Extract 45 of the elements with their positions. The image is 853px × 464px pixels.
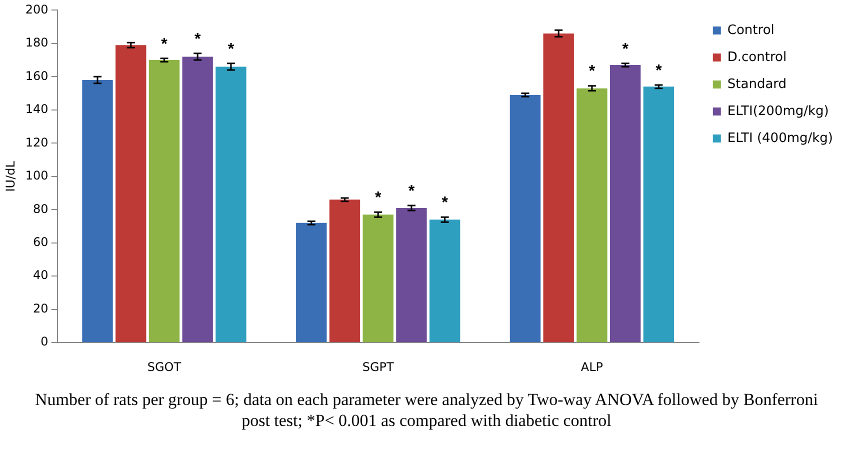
bar bbox=[296, 222, 327, 342]
y-tick-label: 40 bbox=[33, 268, 48, 282]
y-tick-label: 140 bbox=[25, 102, 48, 116]
x-tick-label: SGPT bbox=[362, 360, 395, 374]
x-tick-label: SGOT bbox=[147, 360, 182, 374]
data-label: * bbox=[194, 30, 202, 48]
y-tick-label: 80 bbox=[33, 202, 48, 216]
y-tick-label: 120 bbox=[25, 135, 48, 150]
bar bbox=[543, 33, 574, 342]
x-tick-label: ALP bbox=[580, 360, 604, 374]
legend-label: Control bbox=[727, 22, 774, 38]
bar bbox=[396, 208, 427, 342]
bar bbox=[116, 45, 146, 342]
legend-label: D.control bbox=[727, 50, 787, 65]
data-label: * bbox=[161, 36, 168, 53]
bar bbox=[610, 65, 641, 342]
data-label: * bbox=[374, 190, 382, 207]
y-tick-label: 60 bbox=[33, 235, 48, 250]
data-label: * bbox=[228, 40, 235, 58]
y-tick-label: 180 bbox=[25, 36, 48, 50]
bar bbox=[429, 220, 460, 342]
y-tick-label: 200 bbox=[25, 2, 48, 16]
bar bbox=[329, 200, 360, 342]
data-label: * bbox=[656, 62, 663, 80]
y-axis-title: IU/dL bbox=[3, 160, 18, 192]
y-tick-label: 20 bbox=[33, 301, 48, 316]
data-label: * bbox=[588, 63, 596, 80]
legend-label: Standard bbox=[727, 76, 787, 92]
bar bbox=[643, 86, 674, 342]
bar bbox=[576, 88, 608, 342]
bar bbox=[362, 214, 394, 342]
legend-label: ELTI (400mg/kg) bbox=[727, 130, 834, 146]
data-label: * bbox=[408, 182, 416, 200]
y-tick-label: 160 bbox=[25, 68, 48, 83]
data-label: * bbox=[622, 40, 630, 58]
data-label: * bbox=[442, 194, 449, 212]
bar bbox=[510, 94, 541, 342]
legend-label: ELTI(200mg/kg) bbox=[727, 104, 829, 119]
bar bbox=[148, 60, 180, 342]
bar bbox=[216, 66, 246, 342]
text: Number of rats per group = 6; data on each parameter were analyzed by Two-way ANOVA followed by Bonferroni post test; *P< 0.001 as compared with diabetic control bbox=[34, 389, 819, 432]
bar bbox=[182, 56, 213, 342]
bar bbox=[82, 80, 113, 342]
y-tick-label: 0 bbox=[40, 334, 48, 349]
y-tick-label: 100 bbox=[25, 168, 48, 183]
